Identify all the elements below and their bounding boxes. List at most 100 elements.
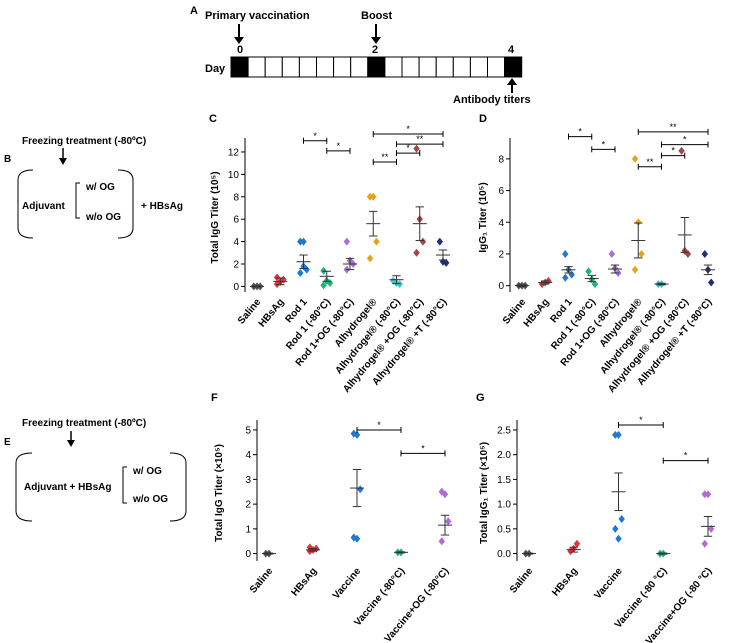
timeline-cell [384,56,403,78]
y-tick-label: 12 [228,147,240,158]
y-tick-label: 6 [233,215,239,226]
day-axis-label: Day [205,63,226,75]
y-tick-label: 1 [245,524,251,535]
data-point [608,249,615,258]
y-tick-label: 5 [245,425,251,436]
timeline-cell [504,56,523,78]
panel-a: A Primary vaccination Boost 0 2 4 Day An… [190,5,531,106]
y-axis-label: IgG₁ Titer (10⁵) [478,182,489,252]
panel-b: Freezing treatment (-80ºC) B Adjuvant w/… [4,136,183,239]
data-point [445,517,452,526]
data-point [297,268,304,277]
data-point [373,237,380,246]
data-point [684,249,692,258]
data-point [638,249,645,258]
inner-bracket-b [75,182,80,219]
sig-label: * [313,131,317,141]
timeline-cell [247,56,266,78]
sig-label: * [377,420,381,430]
data-point [320,281,327,290]
timeline-cell [281,56,300,78]
panel-e: Freezing treatment (-80ºC) E Adjuvant + … [4,418,187,522]
data-point [631,154,639,163]
x-tick-label: Saline [508,566,536,596]
data-point [438,537,445,546]
sig-label: * [639,415,643,425]
data-point [443,258,450,267]
y-tick-label: 10 [228,170,240,181]
sig-label: * [421,443,425,453]
sig-label: ** [416,134,424,144]
y-tick-label: 6 [498,186,504,197]
w-og-label-b: w/ OG [85,182,115,193]
timeline-cell [350,56,369,78]
bracket-right-b [117,169,134,239]
y-tick-label: 0 [245,549,251,560]
freeze-label-b: Freezing treatment (-80ºC) [22,136,146,147]
data-point [343,237,350,246]
data-point [320,266,327,275]
data-point [618,514,625,523]
wo-og-label-e: w/o OG [132,494,168,505]
sig-label: * [683,135,687,145]
y-tick-label: 4 [245,450,251,461]
data-point [396,280,403,289]
x-tick-label: Saline [248,566,276,596]
sig-label: * [602,139,606,149]
data-point [635,218,642,227]
timeline-cell [264,56,283,78]
data-point [366,254,374,263]
antibody-titers-label: Antibody titers [453,94,531,106]
y-tick-label: 8 [233,192,239,203]
data-point [708,524,715,533]
y-axis-label: Total IgG Titer (×10⁵) [214,444,225,542]
panel-b-letter: B [4,154,11,165]
timeline-cell [333,56,352,78]
sig-label: ** [670,122,678,132]
data-point [562,249,569,258]
adjuvant-label-b: Adjuvant [22,201,65,212]
data-point [612,524,619,533]
freeze-label-e: Freezing treatment (-80ºC) [22,418,146,429]
bracket-right-e [169,452,187,522]
y-axis-label: Total IgG₁ Titer (×10⁵) [479,442,490,544]
bracket-left-e [15,452,33,522]
timeline-cell [230,56,249,78]
data-point [273,273,281,282]
y-tick-label: 4 [498,218,504,229]
sig-label: * [406,124,410,134]
day-4-label: 4 [508,44,515,56]
y-tick-label: 2 [498,249,504,260]
data-point [585,267,592,276]
data-point [413,248,420,257]
sig-label: * [578,127,582,137]
panel-letter: C [209,113,217,125]
y-tick-label: 2.0 [497,450,511,461]
data-point [357,485,364,494]
sig-label: * [671,146,675,156]
y-tick-label: 4 [233,237,239,248]
sig-label: * [406,143,410,153]
sig-label: ** [381,152,389,162]
sig-label: * [684,451,688,461]
adjuvant-label-e: Adjuvant + HBsAg [24,482,112,493]
chart-f: F 0 1 2 3 4 5 Total IgG Titer (×10⁵) Saline HBsAg… [211,392,452,643]
y-tick-label: 0 [233,282,239,293]
data-point [704,490,712,499]
sig-label: ** [646,157,654,167]
wo-og-label-b: w/o OG [85,212,121,223]
timeline-cell [487,56,506,78]
timeline-cell [452,56,471,78]
x-tick-label: Vaccine [592,566,625,602]
data-point [370,192,377,201]
x-tick-label: HBsAg [257,297,287,330]
y-tick-label: 2.5 [497,425,511,436]
y-tick-label: 0 [498,281,504,292]
y-tick-label: 1.0 [497,500,511,511]
data-point [573,539,581,548]
data-point [708,278,715,287]
freeze-arrow-head-e [67,440,75,447]
day-0-label: 0 [237,44,243,56]
data-point [441,490,449,499]
